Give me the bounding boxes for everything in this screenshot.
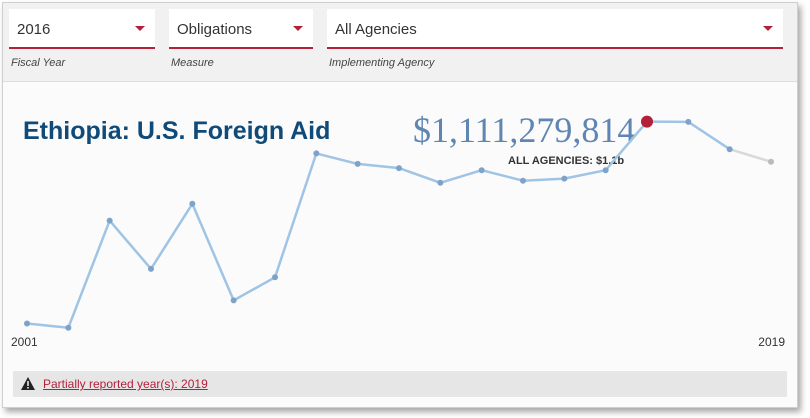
measure-label: Measure [171, 57, 214, 69]
data-point[interactable] [768, 158, 774, 165]
data-point[interactable] [272, 274, 278, 281]
series-line-segment [67, 219, 111, 329]
data-point[interactable] [726, 146, 733, 153]
caret-down-icon [135, 26, 145, 31]
filter-bar: 2016 Fiscal Year Obligations Measure All… [3, 3, 797, 82]
x-tick-labels: 2001 2019 [11, 335, 785, 349]
partial-year-notice: Partially reported year(s): 2019 [13, 371, 787, 397]
selected-data-point[interactable] [641, 115, 653, 128]
series-line-segment [563, 168, 607, 180]
data-point[interactable] [602, 167, 609, 174]
series-line-segment [604, 120, 649, 172]
series-line-segment [397, 166, 442, 185]
total-amount: $1,111,279,814 [413, 110, 636, 150]
aid-line-chart: 2001 2019 [11, 115, 785, 349]
series-line-segment [687, 120, 731, 151]
series-line-segment [728, 147, 773, 164]
data-point[interactable] [354, 160, 361, 167]
series-line-segment [108, 219, 153, 271]
series-line-segment [232, 276, 277, 302]
caret-down-icon [763, 26, 773, 31]
series-line-segment [149, 202, 194, 271]
agency-value: All Agencies [335, 21, 417, 38]
data-point[interactable] [561, 175, 568, 182]
series-line-segment [191, 202, 235, 302]
data-point[interactable] [24, 320, 30, 327]
data-point[interactable] [148, 265, 154, 272]
page-title: Ethiopia: U.S. Foreign Aid [23, 117, 331, 145]
x-tick-label: 2019 [758, 335, 785, 349]
fiscal-year-select[interactable]: 2016 [9, 9, 155, 49]
series-line-segment [273, 152, 318, 279]
data-point[interactable] [65, 324, 72, 331]
data-point[interactable] [230, 297, 237, 304]
data-point[interactable] [189, 200, 196, 207]
series-line-segment [480, 168, 525, 182]
data-point[interactable] [685, 118, 692, 125]
agency-label: Implementing Agency [329, 57, 435, 69]
data-point[interactable] [396, 165, 402, 172]
amount-subtitle: ALL AGENCIES: $1.1b [508, 155, 625, 167]
series-line-segment [25, 322, 70, 329]
fiscal-year-value: 2016 [17, 21, 51, 38]
partial-year-link[interactable]: Partially reported year(s): 2019 [43, 377, 208, 391]
series-points [24, 115, 774, 331]
series-line-segment [439, 168, 483, 185]
measure-value: Obligations [177, 21, 253, 38]
measure-select[interactable]: Obligations [169, 9, 313, 49]
data-point[interactable] [437, 179, 444, 186]
data-point[interactable] [106, 217, 113, 224]
x-tick-label: 2001 [11, 335, 38, 349]
aid-dashboard-panel: 2016 Fiscal Year Obligations Measure All… [2, 2, 798, 408]
data-point[interactable] [313, 150, 320, 157]
series-line-segment [521, 177, 566, 182]
series-line-segment [356, 162, 401, 170]
warning-icon [21, 377, 35, 390]
data-point[interactable] [520, 177, 526, 184]
fiscal-year-label: Fiscal Year [11, 57, 66, 69]
series-line-segment [315, 152, 359, 166]
series-lines [25, 120, 773, 329]
agency-select[interactable]: All Agencies [327, 9, 783, 49]
data-point[interactable] [478, 167, 485, 174]
caret-down-icon [293, 26, 303, 31]
